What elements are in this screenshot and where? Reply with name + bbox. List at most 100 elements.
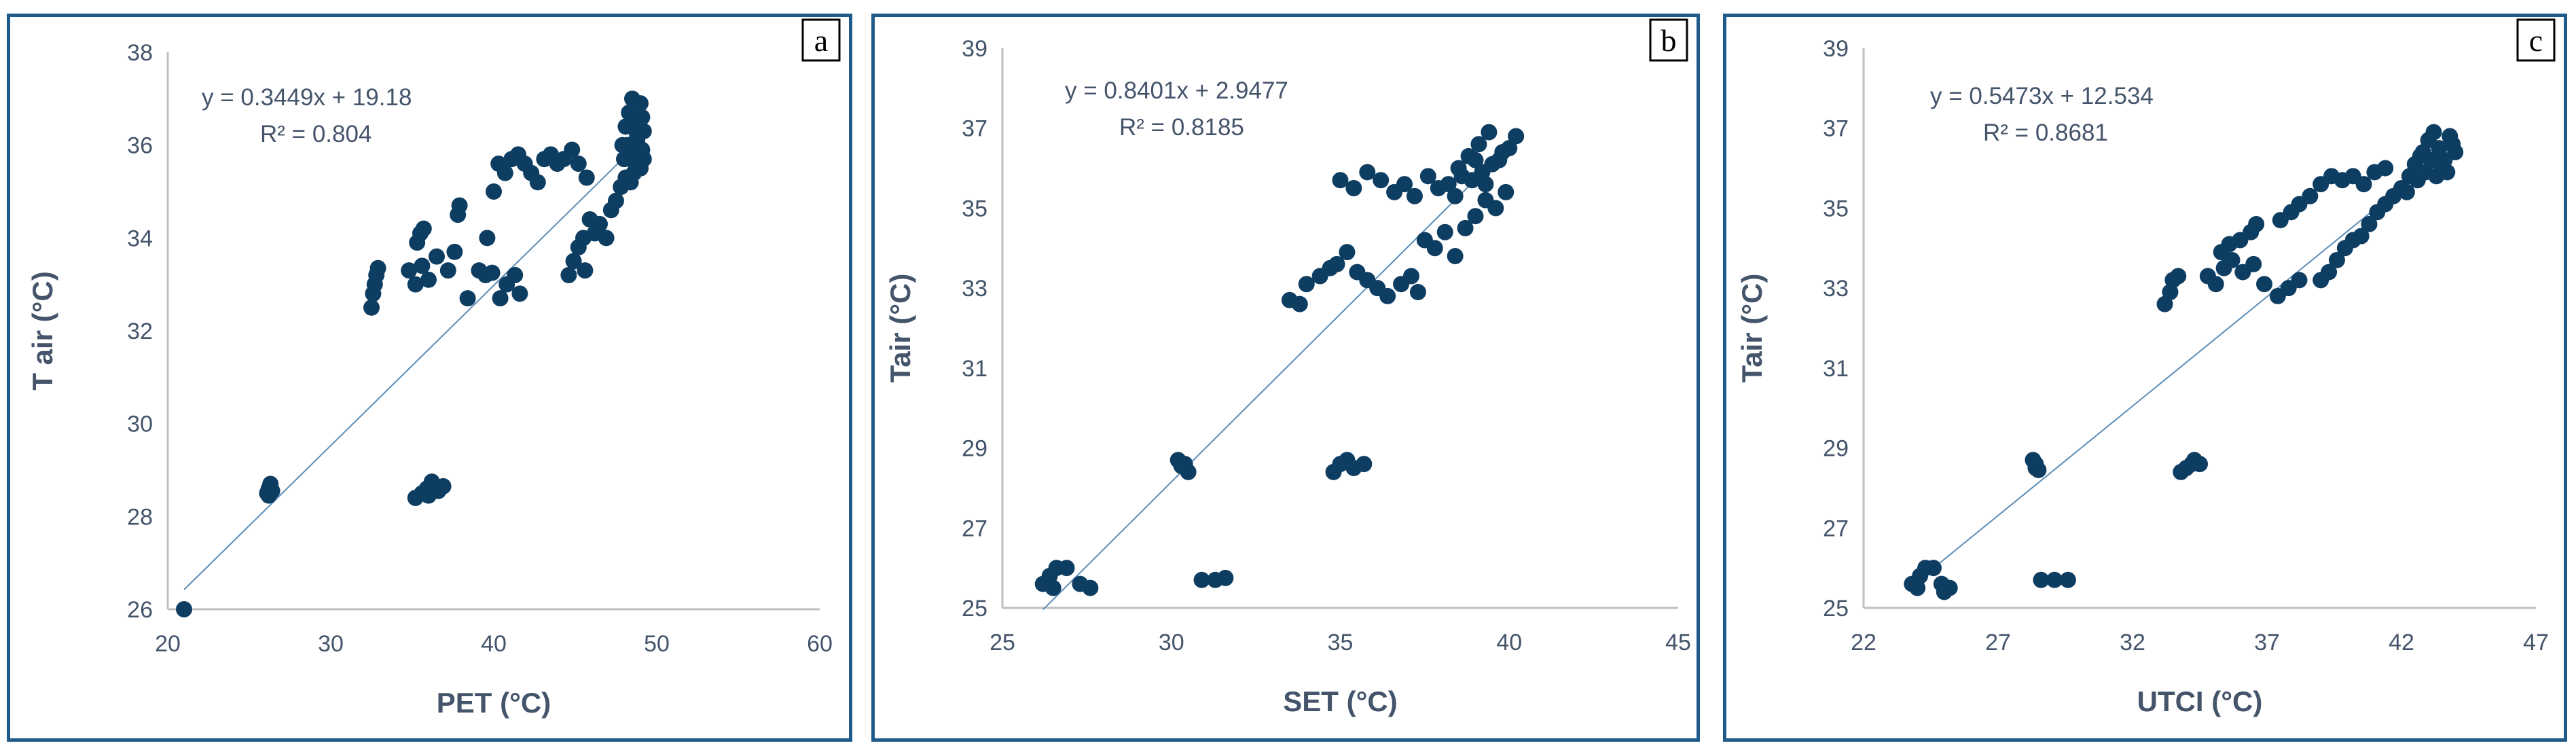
chart-panel-b: 25 30 35 40 45 25 27 29 31 33 35 37 39 SET (°C) Tair (… bbox=[871, 14, 1700, 742]
panel-label-box bbox=[1649, 18, 1688, 62]
data-point bbox=[1470, 136, 1487, 153]
data-point bbox=[2444, 136, 2461, 153]
data-point bbox=[1298, 276, 1315, 293]
x-tick-label: 40 bbox=[1496, 630, 1522, 655]
y-tick-label: 37 bbox=[962, 116, 987, 142]
data-point bbox=[2398, 183, 2415, 200]
panel-label: c bbox=[2529, 23, 2543, 58]
chart-panel-c: 22 27 32 37 42 47 25 27 29 31 33 35 37 39 UTCI (°C) Tai… bbox=[1723, 14, 2567, 742]
data-point bbox=[616, 151, 632, 168]
data-point bbox=[565, 253, 582, 270]
data-point bbox=[1409, 284, 1426, 301]
data-point bbox=[564, 141, 581, 158]
data-point bbox=[1328, 255, 1345, 272]
data-point bbox=[2059, 571, 2076, 588]
x-tick-label: 32 bbox=[2120, 630, 2145, 655]
data-point bbox=[1406, 187, 1423, 204]
y-tick-label: 28 bbox=[127, 504, 153, 530]
data-point bbox=[2256, 276, 2273, 293]
data-point bbox=[446, 243, 463, 260]
y-axis-title: Tair (°C) bbox=[884, 274, 916, 383]
data-point bbox=[415, 220, 432, 237]
data-point bbox=[1909, 579, 1926, 596]
y-tick-label: 35 bbox=[962, 196, 987, 221]
data-point bbox=[1402, 268, 1419, 285]
panel-label-box bbox=[801, 18, 841, 62]
scatter-plot-c: 22 27 32 37 42 47 25 27 29 31 33 35 37 39 UTCI (°C) Tai… bbox=[1736, 18, 2556, 717]
data-point bbox=[439, 262, 456, 279]
y-tick-label: 29 bbox=[1823, 436, 1849, 462]
trendline bbox=[183, 132, 649, 590]
data-point bbox=[1440, 176, 1457, 193]
data-point bbox=[511, 285, 528, 302]
data-point bbox=[401, 262, 418, 279]
y-tick-label: 37 bbox=[1823, 116, 1849, 142]
y-tick-label: 32 bbox=[127, 319, 153, 344]
x-axis-title: SET (°C) bbox=[1283, 685, 1397, 717]
data-point bbox=[1477, 176, 1494, 193]
data-point bbox=[451, 197, 468, 214]
x-tick-label: 40 bbox=[481, 631, 507, 657]
data-point bbox=[507, 267, 524, 283]
data-point bbox=[2439, 164, 2456, 181]
data-point bbox=[2321, 264, 2338, 281]
x-tick-label: 60 bbox=[807, 631, 833, 657]
data-point bbox=[1436, 223, 1453, 240]
data-point bbox=[2170, 268, 2187, 285]
data-point bbox=[2353, 228, 2370, 245]
data-point bbox=[1457, 219, 1474, 236]
data-point bbox=[598, 230, 615, 247]
x-tick-label: 47 bbox=[2523, 630, 2549, 655]
data-point bbox=[1467, 151, 1484, 168]
data-point bbox=[420, 271, 437, 288]
x-tick-label: 45 bbox=[1665, 630, 1691, 655]
data-point bbox=[414, 257, 431, 274]
x-tick-label: 25 bbox=[990, 630, 1015, 655]
x-axis-title: PET (°C) bbox=[437, 687, 551, 719]
y-axis-title: Tair (°C) bbox=[1736, 274, 1768, 383]
scatter-plot-a: 20 30 40 50 60 26 28 30 32 34 36 38 PET (°C) T air (°… bbox=[26, 18, 841, 719]
data-point bbox=[2425, 124, 2442, 141]
y-tick-label: 33 bbox=[962, 276, 987, 302]
data-point bbox=[1373, 172, 1390, 189]
panel-label: b bbox=[1661, 23, 1677, 58]
data-point bbox=[429, 248, 445, 265]
data-point bbox=[2248, 215, 2265, 232]
y-tick-label: 30 bbox=[127, 412, 153, 437]
y-tick-label: 38 bbox=[127, 40, 153, 66]
data-point bbox=[420, 487, 437, 504]
data-point bbox=[1359, 164, 1376, 181]
data-point bbox=[1925, 560, 1942, 577]
y-tick-label: 25 bbox=[962, 596, 987, 622]
y-tick-label: 27 bbox=[962, 516, 987, 541]
data-point bbox=[484, 264, 501, 281]
data-point bbox=[1447, 248, 1464, 265]
y-axis-title: T air (°C) bbox=[26, 271, 58, 390]
regression-equation: y = 0.5473x + 12.534 bbox=[1930, 83, 2154, 109]
data-point bbox=[1332, 172, 1349, 189]
x-tick-label: 22 bbox=[1851, 630, 1876, 655]
data-point bbox=[1487, 200, 1504, 217]
data-point bbox=[1508, 128, 1525, 145]
data-point bbox=[630, 118, 647, 135]
y-tick-label: 39 bbox=[962, 36, 987, 62]
chart-panel-a: 20 30 40 50 60 26 28 30 32 34 36 38 PET (°C) T air (°… bbox=[7, 14, 852, 742]
data-point bbox=[1453, 168, 1470, 185]
data-point bbox=[496, 164, 513, 181]
data-point bbox=[2291, 272, 2308, 289]
data-point bbox=[1419, 168, 1436, 185]
x-tick-label: 20 bbox=[155, 631, 181, 657]
y-tick-label: 35 bbox=[1823, 196, 1849, 221]
data-point bbox=[2046, 571, 2063, 588]
data-point bbox=[1481, 124, 1498, 141]
data-point bbox=[560, 267, 577, 283]
data-point bbox=[1339, 244, 1356, 261]
data-point bbox=[1045, 579, 1062, 596]
data-point bbox=[2027, 460, 2044, 476]
y-tick-label: 25 bbox=[1823, 596, 1849, 622]
x-tick-label: 30 bbox=[318, 631, 344, 657]
data-point bbox=[479, 230, 496, 247]
scatter-plot-b: 25 30 35 40 45 25 27 29 31 33 35 37 39 SET (°C) Tair (… bbox=[884, 18, 1691, 717]
data-point bbox=[570, 156, 587, 172]
data-point bbox=[2355, 176, 2372, 193]
